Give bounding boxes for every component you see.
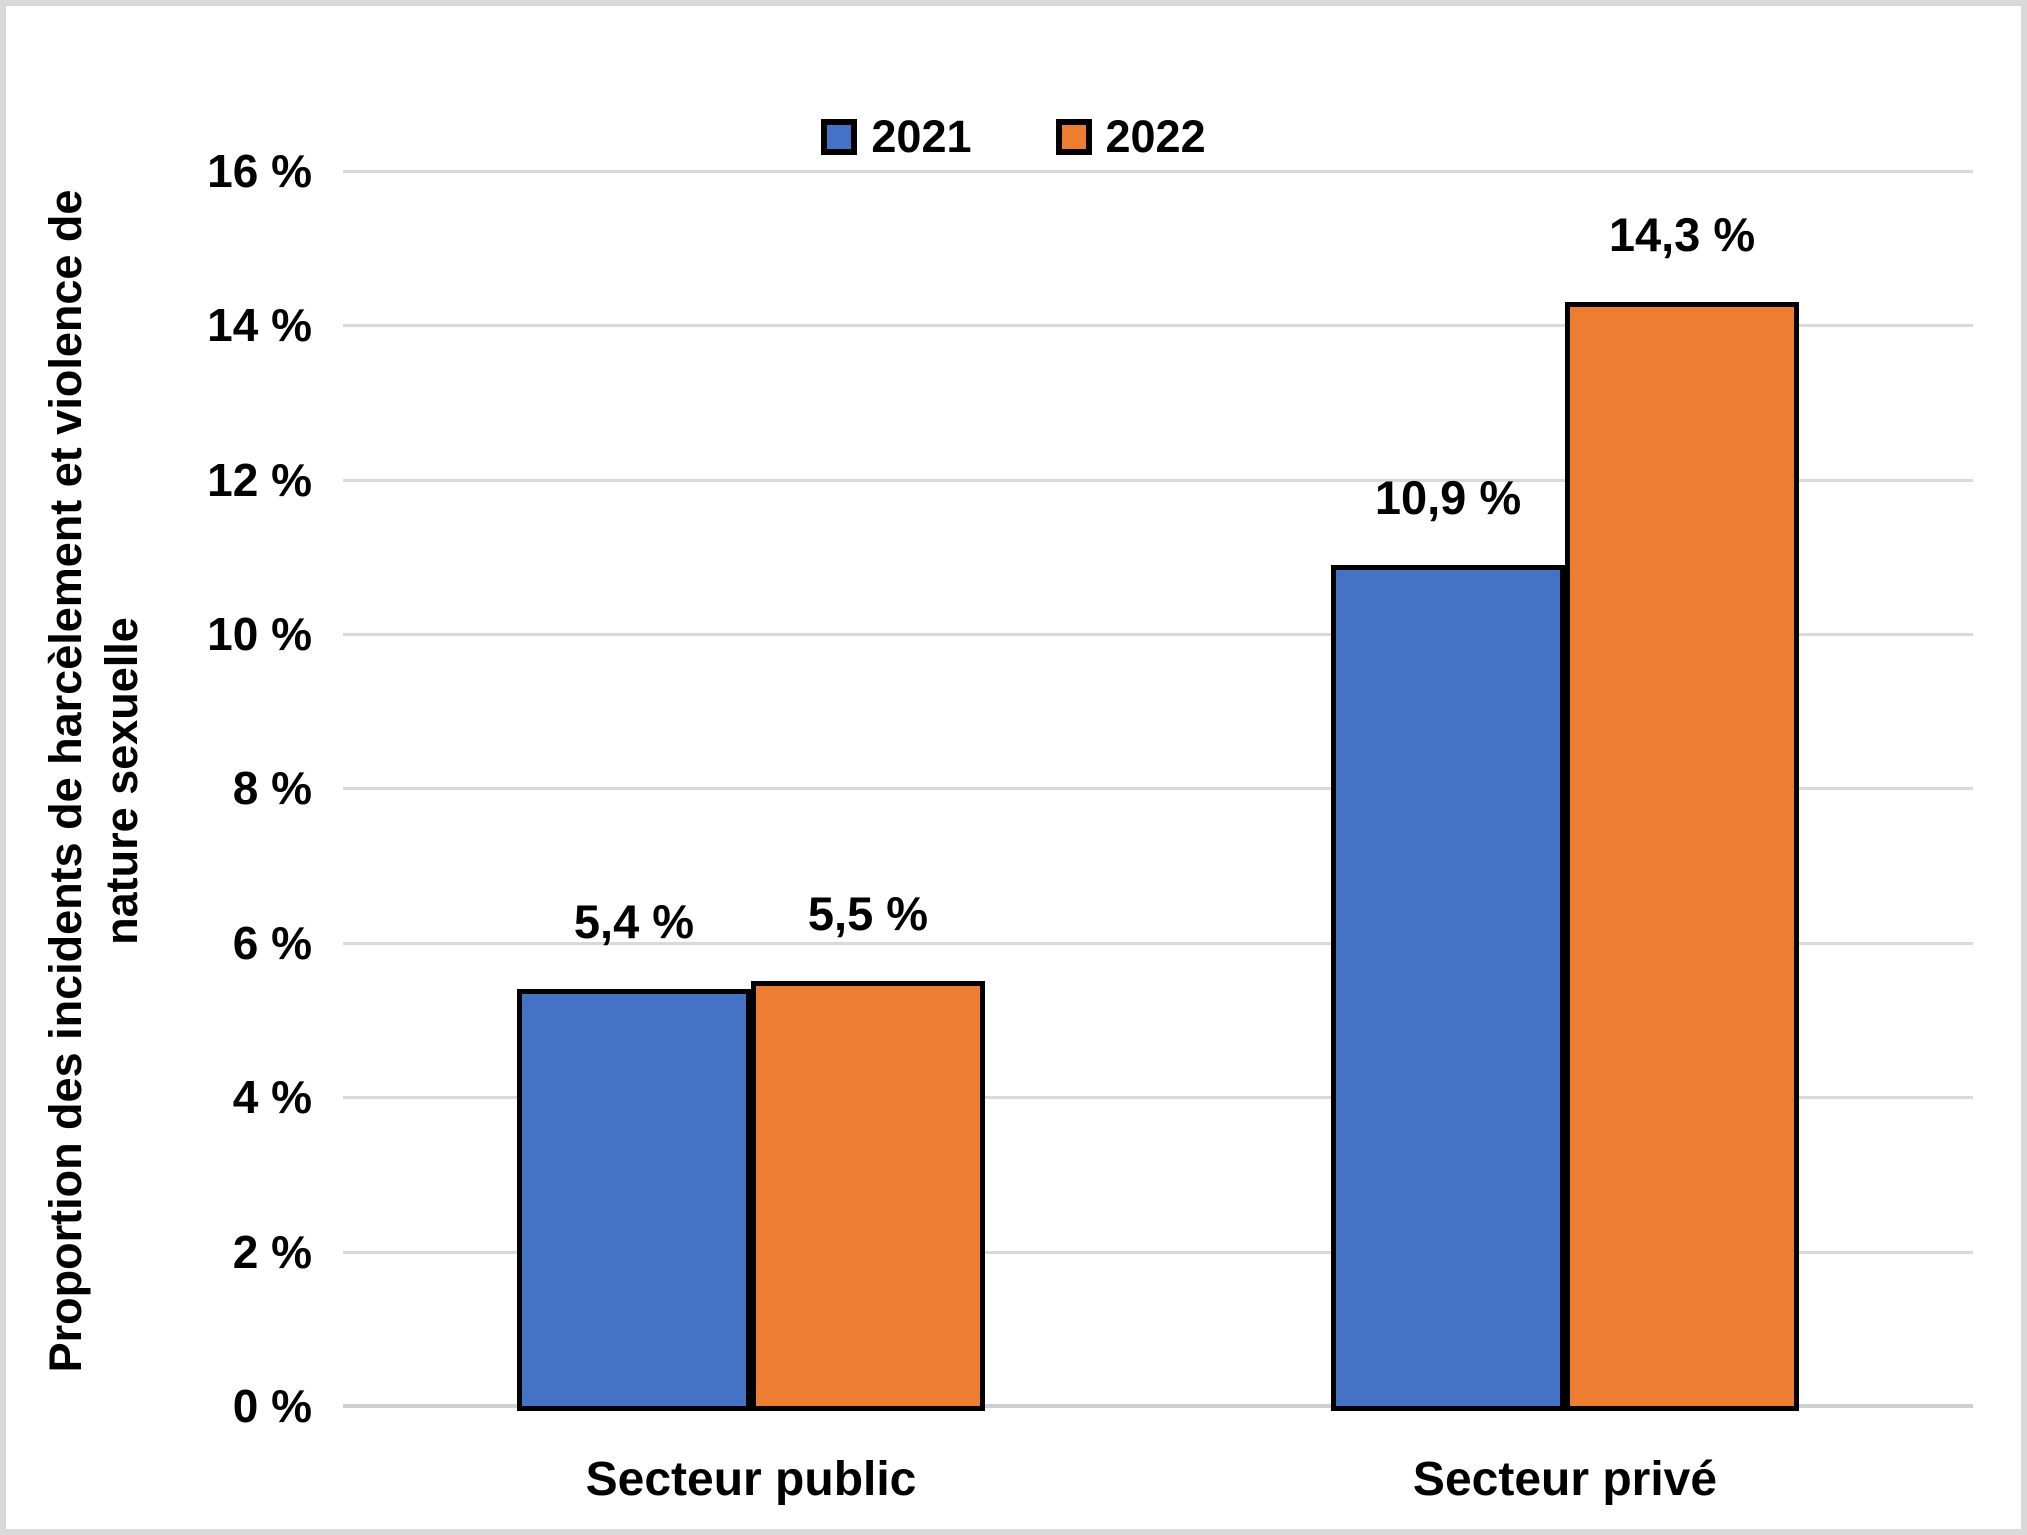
legend-swatch-icon <box>821 118 858 155</box>
legend-label: 2022 <box>1105 111 1206 162</box>
y-tick-label: 6 % <box>232 916 312 969</box>
bar-value-label: 5,5 % <box>807 887 929 941</box>
bar-value-label: 5,4 % <box>573 895 695 949</box>
x-axis-line <box>343 1404 1973 1408</box>
gridline <box>343 633 1973 636</box>
gridline <box>343 787 1973 791</box>
category-label: Secteur public <box>585 1453 917 1506</box>
y-tick-label: 12 % <box>207 453 312 506</box>
legend-swatch-icon <box>1055 118 1092 155</box>
y-tick-label: 2 % <box>232 1225 312 1278</box>
legend-label: 2021 <box>871 111 972 162</box>
y-tick-label: 0 % <box>232 1380 312 1432</box>
bar-value-label: 10,9 % <box>1374 470 1522 524</box>
bar-2022-public <box>751 981 985 1411</box>
legend-item-2022: 2022 <box>1055 111 1206 162</box>
legend-item-2021: 2021 <box>821 111 972 162</box>
y-tick-label: 16 % <box>207 144 312 197</box>
y-tick-label: 10 % <box>207 608 312 660</box>
gridline <box>343 169 1973 173</box>
gridline <box>343 324 1973 328</box>
category-label: Secteur privé <box>1412 1453 1718 1506</box>
bar-2021-public <box>517 989 751 1411</box>
y-tick-label: 4 % <box>232 1071 312 1124</box>
gridline <box>343 1096 1973 1100</box>
bar-2022-prive <box>1565 302 1799 1411</box>
y-tick-label: 8 % <box>232 762 312 815</box>
bar-2021-prive <box>1331 564 1565 1411</box>
y-tick-label: 14 % <box>207 299 312 352</box>
gridline <box>343 478 1973 482</box>
chart-legend: 2021 2022 <box>6 114 2021 159</box>
gridline <box>343 1250 1973 1254</box>
bar-value-label: 14,3 % <box>1608 208 1756 262</box>
gridline <box>343 941 1973 945</box>
